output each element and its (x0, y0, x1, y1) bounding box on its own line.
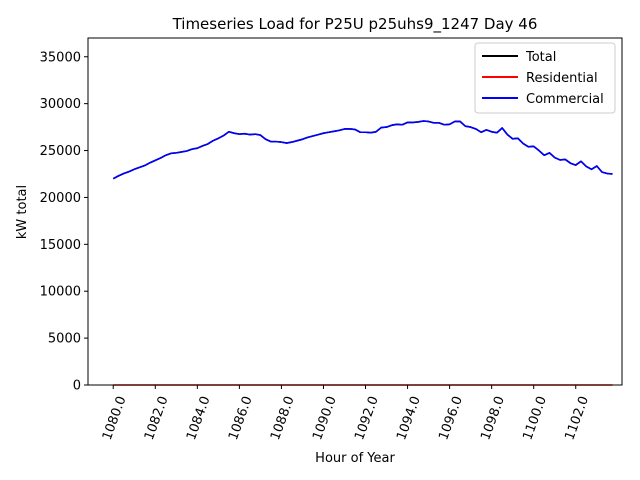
x-axis-label: Hour of Year (315, 451, 395, 466)
chart-title: Timeseries Load for P25U p25uhs9_1247 Da… (172, 15, 538, 34)
y-tick-label: 15000 (40, 238, 81, 253)
plot-frame (87, 37, 623, 386)
y-tick-label: 0 (73, 379, 81, 394)
y-tick-label: 10000 (40, 285, 81, 300)
legend-label-commercial: Commercial (526, 92, 604, 107)
legend-label-residential: Residential (526, 71, 598, 86)
y-tick-label: 25000 (40, 144, 81, 159)
legend-label-total: Total (525, 50, 556, 65)
y-tick-label: 30000 (40, 97, 81, 112)
y-tick-label: 35000 (40, 50, 81, 65)
series-line-commercial (112, 120, 613, 180)
y-tick-label: 20000 (40, 191, 81, 206)
y-axis-ticks: 0 5000 10000 15000 20000 25000 30000 35000 (40, 50, 88, 394)
legend-box (474, 42, 616, 114)
y-tick-label: 5000 (48, 332, 81, 347)
y-axis-label: kW total (15, 185, 30, 239)
legend: Total Residential Commercial (474, 42, 616, 114)
